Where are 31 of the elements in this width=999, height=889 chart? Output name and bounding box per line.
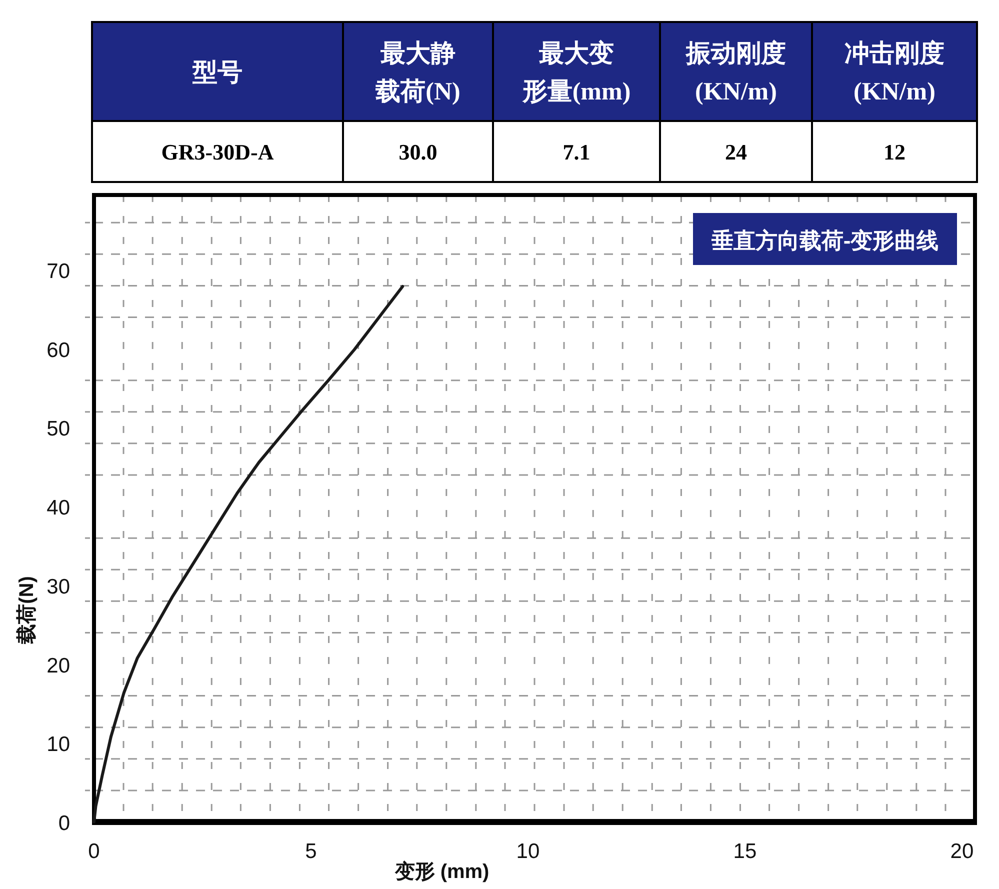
text: 垂直方向载荷-变形曲线	[710, 228, 939, 253]
y-tick-label: 10	[46, 733, 70, 756]
x-tick-label: 0	[88, 840, 100, 863]
text: 24	[725, 140, 747, 164]
text: 载荷(N)	[374, 78, 460, 106]
category-label: 型号	[192, 60, 242, 86]
text: 30.0	[398, 140, 438, 164]
text: 形量(mm)	[521, 78, 631, 106]
x-tick-label: 20	[950, 840, 974, 863]
category-label: 冲击刚度	[844, 40, 944, 68]
y-tick-label: 40	[46, 496, 70, 520]
text: (KN/m)	[854, 78, 936, 106]
y-tick-label: 30	[46, 575, 70, 598]
category-label: 最大变	[538, 40, 614, 68]
text: 7.1	[562, 140, 590, 164]
y-tick-label: 60	[46, 338, 70, 362]
x-axis-title: 变形 (mm)	[394, 860, 490, 883]
x-tick-label: 5	[305, 840, 317, 863]
y-tick-label: 20	[46, 654, 70, 678]
y-tick-label: 0	[58, 812, 70, 835]
y-tick-label: 70	[46, 260, 70, 283]
text: GR3-30D-A	[161, 140, 274, 164]
text: (KN/m)	[695, 78, 777, 106]
text: 12	[884, 140, 906, 164]
category-label: 最大静	[380, 40, 456, 68]
x-tick-label: 15	[733, 840, 757, 863]
y-axis-title: 载荷(N)	[16, 576, 38, 645]
category-label: 振动刚度	[685, 40, 786, 68]
y-tick-label: 50	[46, 418, 70, 441]
x-tick-label: 10	[516, 840, 540, 863]
line-series	[92, 284, 404, 824]
